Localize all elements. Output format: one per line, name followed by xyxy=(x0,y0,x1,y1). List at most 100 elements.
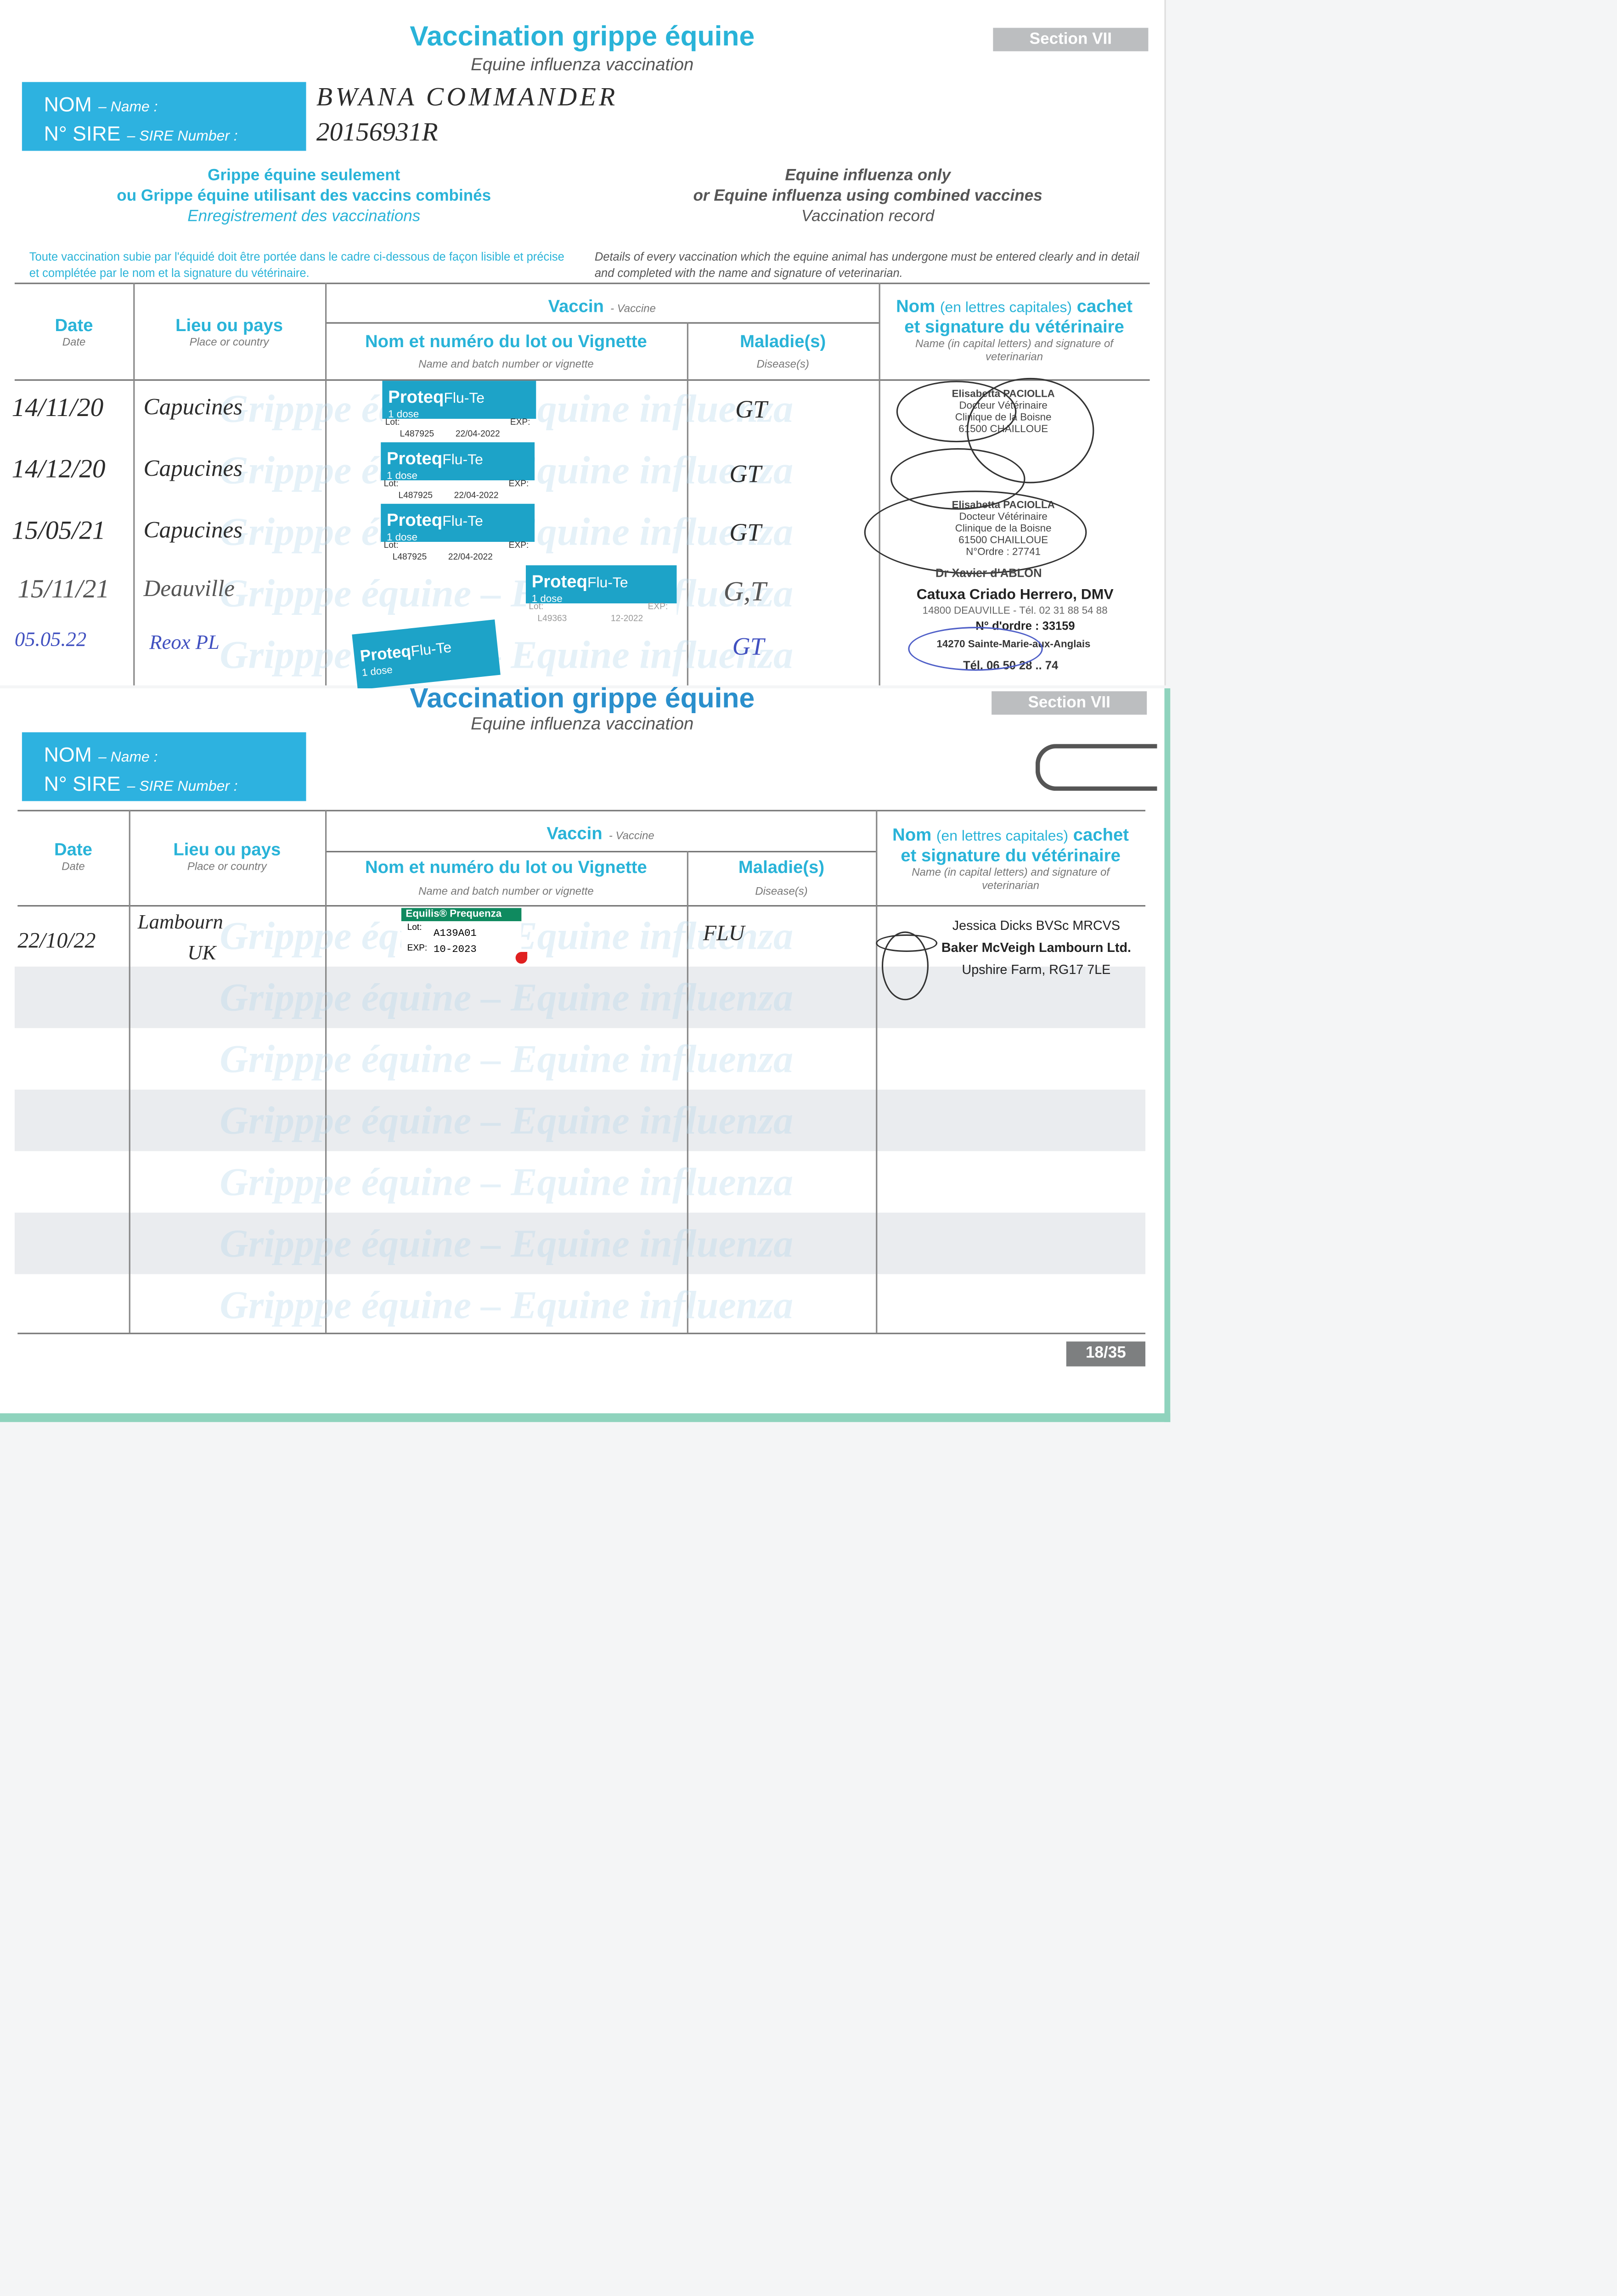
english-heading-line: Equine influenza only xyxy=(785,167,951,185)
table-rule xyxy=(325,810,327,1333)
expiry-date: 22/04-2022 xyxy=(454,492,499,501)
table-rule xyxy=(133,282,135,686)
header-vet: Nom (en lettres capitales) cachet et sign… xyxy=(896,296,1133,363)
row-date: 15/05/21 xyxy=(11,515,106,545)
expiry-date: 12-2022 xyxy=(610,615,643,624)
watermark: Gripppe équine – Equine influenza xyxy=(220,571,794,615)
lot-label: Lot: xyxy=(407,924,422,933)
watermark: Gripppe équine – Equine influenza xyxy=(220,1283,794,1327)
sire-sub: – SIRE Number : xyxy=(127,129,238,145)
nom-sub: – Name : xyxy=(98,749,158,766)
row-place: Capucines xyxy=(143,518,242,544)
header-vet: Nom (en lettres capitales) cachet et sign… xyxy=(892,824,1129,892)
paperclip-icon xyxy=(1035,744,1157,791)
sticker-lot-area: Lot: EXP: L487925 22/04-2022 xyxy=(381,480,535,502)
signature-mark xyxy=(876,934,938,952)
watermark: Gripppe équine – Equine influenza xyxy=(220,1159,794,1204)
header-vaccine: Vaccin - Vaccine xyxy=(547,823,654,844)
header-disease: Maladie(s) Disease(s) xyxy=(738,856,825,898)
french-heading-line: Grippe équine seulement xyxy=(208,167,400,185)
table-rule xyxy=(325,322,879,324)
lot-number: L487925 xyxy=(400,430,434,439)
watermark: Gripppe équine – Equine influenza xyxy=(220,1037,794,1081)
sticker-corner-mark xyxy=(515,952,528,964)
table-rule xyxy=(14,379,1150,381)
row-place: Capucines xyxy=(143,457,242,482)
sticker-lot-area: Lot: EXP: L49363 12-2022 xyxy=(525,603,677,625)
row-place-country: UK xyxy=(187,943,216,965)
header-vaccine: Vaccin - Vaccine xyxy=(548,296,656,316)
vet-name-stamp: Dr Xavier d'ABLON xyxy=(935,567,1042,580)
page-title: Vaccination grippe équine xyxy=(410,22,755,53)
proteq-sticker: ProteqFlu-Te 1 dose xyxy=(525,565,677,605)
header-date: Date Date xyxy=(54,839,92,873)
sticker-lot-area: Lot: EXP: L487925 22/04-2022 xyxy=(381,542,535,564)
row-disease: GT xyxy=(735,395,767,423)
table-rule xyxy=(325,850,876,853)
proteq-sticker: ProteqFlu-Te 1 dose xyxy=(352,619,501,690)
row-date: 15/11/21 xyxy=(17,574,110,603)
row-date: 22/10/22 xyxy=(17,930,96,954)
nom-label: NOM xyxy=(44,742,92,766)
lot-number: L487925 xyxy=(392,553,427,563)
row-disease: G,T xyxy=(723,577,766,608)
signature-mark xyxy=(908,627,1043,671)
watermark: Gripppe équine – Equine influenza xyxy=(220,632,794,677)
expiry-date: 22/04-2022 xyxy=(455,430,500,439)
section-badge: Section VII xyxy=(992,691,1147,715)
lot-number: L49363 xyxy=(537,615,567,624)
french-heading-line: Enregistrement des vaccinations xyxy=(187,208,421,226)
table-rule xyxy=(876,810,878,1333)
section-badge: Section VII xyxy=(993,28,1149,51)
nom-sub: – Name : xyxy=(98,99,158,116)
table-rule xyxy=(14,282,1150,284)
table-rule xyxy=(879,282,880,686)
header-place: Lieu ou pays Place or country xyxy=(173,839,281,873)
row-stripe xyxy=(14,966,1146,1028)
proteq-sticker: ProteqFlu-Te 1 dose xyxy=(381,504,535,543)
lot-number: A139A01 xyxy=(434,929,477,940)
nom-label: NOM xyxy=(44,92,92,116)
name-sire-label-box: NOM – Name : N° SIRE – SIRE Number : xyxy=(22,732,306,801)
table-rule xyxy=(17,1333,1146,1334)
horse-name-value: BWANA COMMANDER xyxy=(316,82,618,112)
row-stripe xyxy=(14,1212,1146,1274)
page-number: 18/35 xyxy=(1066,1341,1146,1367)
table-rule xyxy=(687,322,688,686)
table-rule xyxy=(17,905,1146,907)
name-sire-label-box: NOM – Name : N° SIRE – SIRE Number : xyxy=(22,82,306,151)
table-rule xyxy=(325,282,327,686)
table-rule xyxy=(687,850,688,1333)
header-disease: Maladie(s) Disease(s) xyxy=(740,331,826,371)
sire-sub: – SIRE Number : xyxy=(127,779,238,795)
exp-label: EXP: xyxy=(407,945,428,954)
row-place: Reox PL xyxy=(149,632,220,655)
bottom-page: Vaccination grippe équine Equine influen… xyxy=(0,684,1171,1422)
vet-address-stamp: 14800 DEAUVILLE - Tél. 02 31 88 54 88 xyxy=(922,606,1108,617)
sire-label: N° SIRE xyxy=(44,121,121,145)
watermark: Gripppe équine – Equine influenza xyxy=(220,1221,794,1266)
sticker-lot-area: Lot: EXP: L487925 22/04-2022 xyxy=(382,419,536,441)
sire-number-value: 20156931R xyxy=(316,117,438,146)
row-date: 14/11/20 xyxy=(11,392,104,422)
header-batch: Nom et numéro du lot ou Vignette Name and… xyxy=(365,331,647,371)
top-page: Vaccination grippe équine Equine influen… xyxy=(0,0,1166,690)
watermark: Gripppe équine – Equine influenza xyxy=(220,1098,794,1142)
sire-label: N° SIRE xyxy=(44,771,121,795)
english-heading: Equine influenza only or Equine influenz… xyxy=(586,165,1150,227)
row-disease: GT xyxy=(732,632,764,661)
watermark: Gripppe équine – Equine influenza xyxy=(220,975,794,1019)
header-place: Lieu ou pays Place or country xyxy=(175,315,283,349)
lot-number: L487925 xyxy=(398,492,433,501)
signature-mark xyxy=(966,377,1094,484)
expiry-date: 10-2023 xyxy=(434,945,477,957)
proteq-sticker: ProteqFlu-Te 1 dose xyxy=(382,381,536,420)
french-heading: Grippe équine seulement ou Grippe équine… xyxy=(29,165,579,227)
french-instructions: Toute vaccination subie par l'équidé doi… xyxy=(29,250,564,280)
page-title: Vaccination grippe équine xyxy=(410,684,755,715)
row-disease: GT xyxy=(729,460,761,488)
english-heading-line: or Equine influenza using combined vacci… xyxy=(693,187,1042,205)
sticker-brand: Equilis® Prequenza xyxy=(401,908,522,922)
row-disease: FLU xyxy=(703,923,745,946)
